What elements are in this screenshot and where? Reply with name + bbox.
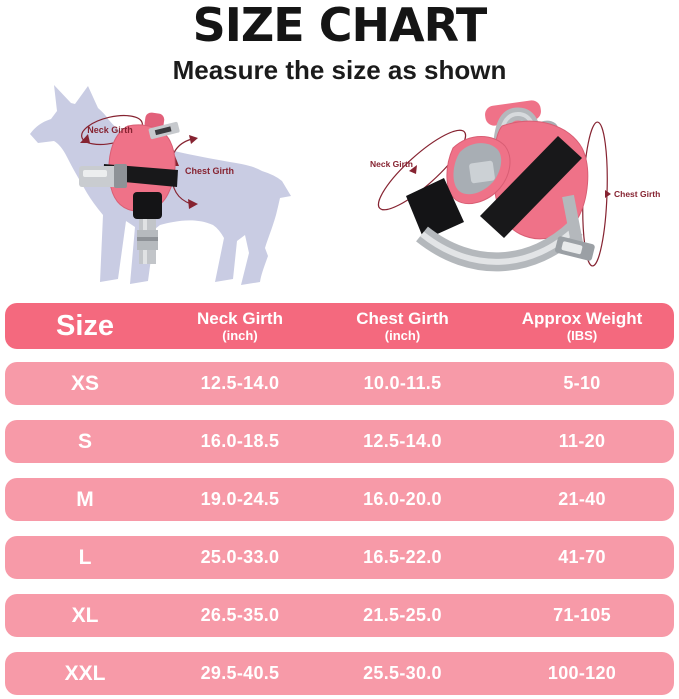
cell-weight: 41-70: [558, 547, 606, 568]
cell-size: XL: [71, 603, 99, 627]
table-row-xs: XS 12.5-14.0 10.0-11.5 5-10: [5, 362, 674, 406]
header-chest-girth-unit: (inch): [384, 327, 421, 343]
header-chest-girth: Chest Girth (inch): [315, 308, 490, 343]
cell-chest-girth: 16.5-22.0: [363, 547, 442, 568]
cell-size: XS: [70, 371, 99, 395]
header-neck-girth-unit: (inch): [222, 327, 258, 343]
page-title: SIZE CHART: [192, 0, 488, 52]
harness-illustration: Neck Girth Chest Girth: [370, 100, 660, 272]
header-chest-girth-label: Chest Girth: [356, 308, 449, 328]
harness-neck-girth-annotation: [377, 129, 467, 211]
header-size: Size: [55, 309, 115, 342]
harness-chest-girth-label: Chest Girth: [614, 189, 660, 199]
cell-chest-girth: 12.5-14.0: [363, 431, 442, 452]
header-approx-weight-unit: (IBS): [566, 327, 598, 343]
cell-size: L: [78, 545, 92, 569]
cell-neck-girth: 16.0-18.5: [200, 431, 280, 452]
cell-chest-girth: 10.0-11.5: [363, 373, 442, 394]
header-approx-weight-label: Approx Weight: [521, 308, 643, 328]
cell-weight: 21-40: [558, 489, 606, 510]
left-strap: [406, 178, 464, 241]
table-row-l: L 25.0-33.0 16.5-22.0 41-70: [5, 536, 674, 580]
cell-neck-girth: 26.5-35.0: [200, 605, 280, 626]
table-row-xl: XL 26.5-35.0 21.5-25.0 71-105: [5, 594, 674, 638]
dog-neck-girth-label: Neck Girth: [87, 125, 133, 135]
header-approx-weight: Approx Weight (IBS): [490, 308, 674, 343]
cell-weight: 100-120: [547, 663, 617, 684]
cell-weight: 5-10: [563, 373, 601, 394]
table-row-m: M 19.0-24.5 16.0-20.0 21-40: [5, 478, 674, 522]
harness-neck-girth-label: Neck Girth: [370, 159, 413, 169]
table-header-row: Size Neck Girth (inch) Chest Girth (inch…: [5, 303, 674, 350]
page-subtitle: Measure the size as shown: [172, 54, 507, 85]
table-row-xxl: XXL 29.5-40.5 25.5-30.0 100-120: [5, 652, 674, 696]
harness-body: [406, 100, 595, 272]
black-band: [480, 136, 582, 239]
cell-size: S: [77, 429, 92, 453]
size-table: Size Neck Girth (inch) Chest Girth (inch…: [5, 303, 674, 696]
cell-chest-girth: 25.5-30.0: [363, 663, 442, 684]
cell-neck-girth: 29.5-40.5: [200, 663, 280, 684]
cell-weight: 11-20: [558, 431, 606, 452]
side-strap: [562, 194, 584, 250]
cell-chest-girth: 16.0-20.0: [363, 489, 442, 510]
cell-size: M: [76, 487, 94, 511]
cell-weight: 71-105: [553, 605, 611, 626]
cell-size: XXL: [64, 661, 106, 685]
cell-neck-girth: 19.0-24.5: [200, 489, 280, 510]
dog-with-harness-illustration: Neck Girth Chest Girth: [30, 85, 291, 286]
cell-neck-girth: 12.5-14.0: [200, 373, 280, 394]
table-row-s: S 16.0-18.5 12.5-14.0 11-20: [5, 420, 674, 464]
cell-chest-girth: 21.5-25.0: [363, 605, 442, 626]
header-neck-girth-label: Neck Girth: [197, 308, 283, 328]
dog-harness: [79, 112, 180, 265]
cell-neck-girth: 25.0-33.0: [200, 547, 280, 568]
dog-chest-girth-label: Chest Girth: [185, 166, 234, 176]
measurement-figures: Neck Girth Chest Girth: [0, 85, 679, 298]
header-neck-girth: Neck Girth (inch): [165, 308, 315, 343]
